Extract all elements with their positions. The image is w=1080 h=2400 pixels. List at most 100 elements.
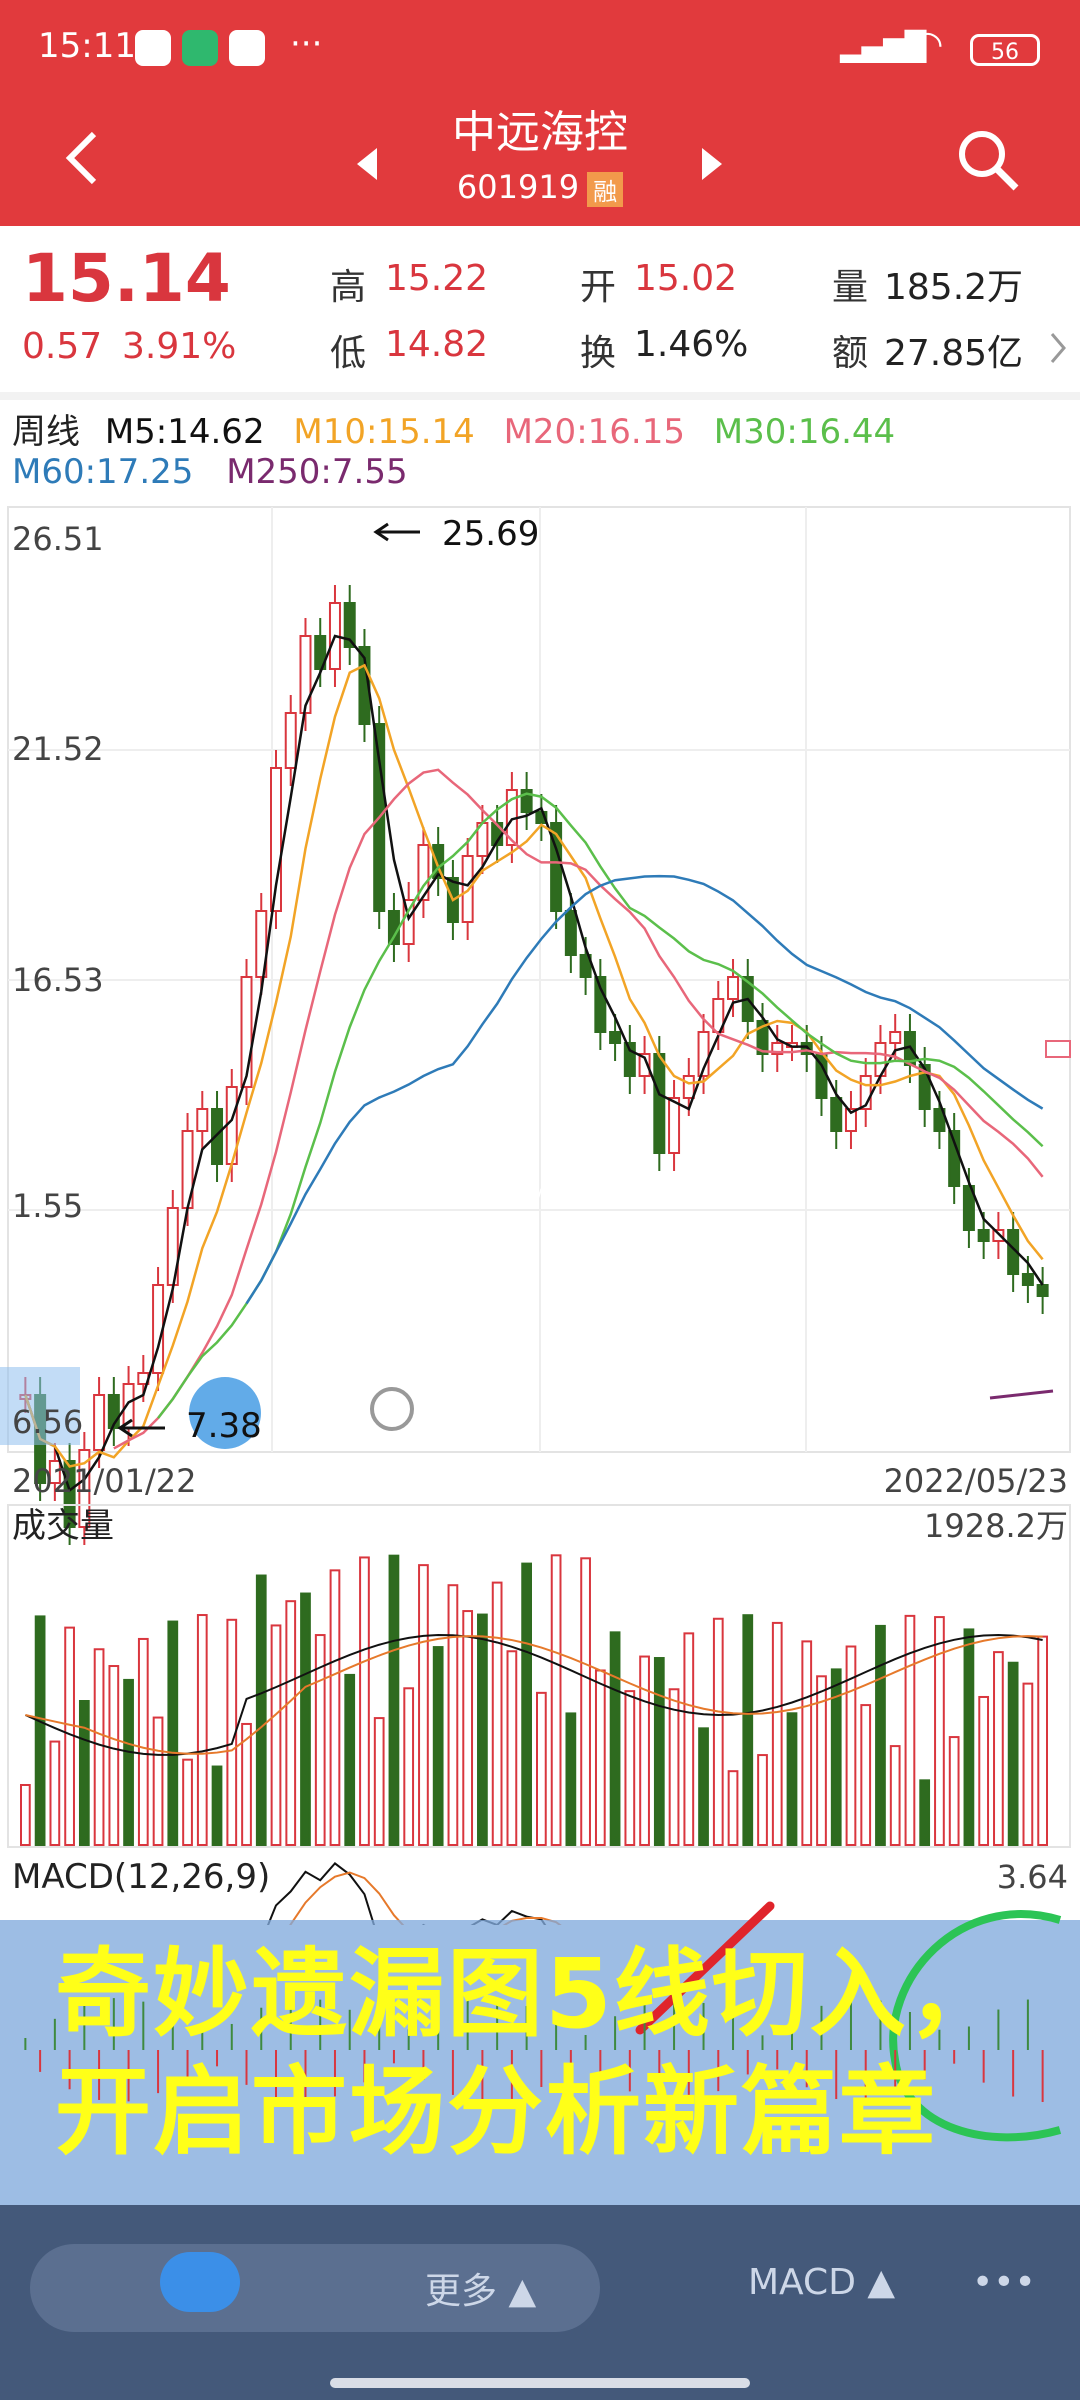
prev-stock-icon[interactable] <box>355 146 379 182</box>
candle-body <box>962 1185 975 1231</box>
volume-bar <box>344 1673 356 1847</box>
volume-bar <box>742 1614 754 1846</box>
macd-max: 3.64 <box>997 1858 1068 1896</box>
high-annotation: 25.69 <box>442 514 539 554</box>
candle-body <box>432 844 445 879</box>
candle-body <box>653 1053 666 1154</box>
current-price: 15.14 <box>22 240 231 317</box>
back-icon[interactable] <box>62 128 102 188</box>
volume-bar <box>108 1665 120 1847</box>
ma5-line <box>24 634 1044 1493</box>
volume-bar <box>624 1690 636 1847</box>
timeline-icon[interactable] <box>370 1387 414 1431</box>
candle-body <box>977 1229 990 1242</box>
volume-bar <box>211 1765 223 1846</box>
volume-bar <box>93 1648 105 1847</box>
candle-body <box>417 844 430 901</box>
date-end: 2022/05/23 <box>884 1462 1068 1500</box>
candle-body <box>240 976 253 1088</box>
more-tab[interactable]: 更多 ▲ <box>425 2262 536 2314</box>
volume-bar <box>20 1784 31 1846</box>
candle-body <box>579 954 592 978</box>
volume-bar <box>727 1770 739 1847</box>
red-trend-stroke <box>635 1901 775 2035</box>
stock-code-row: 601919 融 <box>0 168 1080 207</box>
axis-tick-3: 16.53 <box>12 961 104 999</box>
ma5-label: M5:14.62 <box>104 412 265 452</box>
volume-bar <box>963 1628 975 1846</box>
volume-bar <box>300 1592 311 1847</box>
search-icon[interactable] <box>956 128 1020 192</box>
amount-label: 额 <box>832 333 869 374</box>
volume-bar <box>609 1631 621 1846</box>
candle-body <box>255 910 268 978</box>
low-arrow-head <box>117 1418 133 1438</box>
menu-icon[interactable]: ••• <box>972 2262 1036 2303</box>
ma-legend: 周线 M5:14.62 M10:15.14 M20:16.15 M30:16.4… <box>12 404 895 453</box>
wifi-icon: ◠ <box>912 24 944 65</box>
volume-bar <box>447 1584 459 1846</box>
volume-bar <box>801 1640 813 1846</box>
volume-bar <box>78 1700 90 1846</box>
shield-icon <box>182 30 218 66</box>
macd-tab[interactable]: MACD ▲ <box>748 2262 895 2303</box>
more-tab-icon: ▲ <box>508 2271 537 2312</box>
high-label: 高 <box>330 267 367 308</box>
volume-bar <box>786 1712 798 1847</box>
scroll-left-handle[interactable] <box>0 1367 80 1445</box>
axis-tick-4: 1.55 <box>12 1187 83 1225</box>
candle-body <box>211 1108 224 1165</box>
expand-icon[interactable] <box>1048 330 1068 366</box>
volume-bar <box>653 1657 665 1847</box>
ma250-label: M250:7.55 <box>226 452 408 492</box>
candle-body <box>299 635 312 714</box>
volume-bar <box>182 1758 193 1846</box>
low-value: 14.82 <box>385 324 489 365</box>
volume-bar <box>152 1716 164 1846</box>
last-price-marker <box>1045 1040 1071 1058</box>
touch-indicator <box>189 1377 261 1449</box>
candle-body <box>668 1097 681 1154</box>
axis-bottom: 6.56 <box>12 1403 83 1441</box>
low-annotation: 7.38 <box>186 1406 262 1446</box>
turnover-value: 1.46% <box>634 324 749 365</box>
next-stock-icon[interactable] <box>700 146 724 182</box>
candle-body <box>1036 1284 1049 1297</box>
tab-selected[interactable] <box>160 2252 240 2312</box>
volume-bar <box>123 1678 134 1847</box>
volume-bar <box>403 1687 415 1846</box>
kline-chart[interactable]: 25.69 7.38 WWW.OMSG.COM 26.51 21.52 16.5… <box>0 505 1080 1925</box>
amount-value: 27.85亿 <box>884 333 1024 374</box>
volume-bar <box>993 1651 1004 1846</box>
candle-body <box>63 1460 76 1528</box>
volume-bar <box>506 1650 518 1847</box>
period-label[interactable]: 周线 <box>12 412 80 452</box>
volume-bar <box>137 1637 149 1847</box>
volume-bar <box>34 1615 46 1847</box>
macd-dea-line <box>289 1871 562 1925</box>
volume-bar <box>698 1727 709 1847</box>
signal-icon: ▂▄▆█ <box>840 30 927 63</box>
candle-body <box>93 1394 106 1451</box>
volume-bar <box>285 1600 297 1847</box>
ma-legend-row2: M60:17.25 M250:7.55 <box>12 452 408 492</box>
play-icon <box>229 30 265 66</box>
ma20-line <box>113 768 1044 1450</box>
high-value: 15.22 <box>385 258 489 299</box>
volume-panel-frame <box>7 1504 1071 1848</box>
candle-body <box>638 1053 651 1077</box>
candle-body <box>78 1449 91 1528</box>
candle-body <box>520 789 533 813</box>
status-time: 15:11 <box>38 26 136 66</box>
macd-lines <box>266 1862 562 1925</box>
macd-tab-icon: ▲ <box>867 2262 896 2303</box>
ma30-label: M30:16.44 <box>713 412 896 452</box>
volume-bar <box>830 1668 842 1846</box>
ma10-label: M10:15.14 <box>293 412 475 452</box>
volume-bar <box>771 1621 783 1846</box>
candle-body <box>535 811 548 824</box>
candle-body <box>402 899 415 945</box>
volume-bar <box>462 1610 474 1846</box>
ma20-label: M20:16.15 <box>503 412 685 452</box>
price-change: 0.57 <box>22 326 103 367</box>
